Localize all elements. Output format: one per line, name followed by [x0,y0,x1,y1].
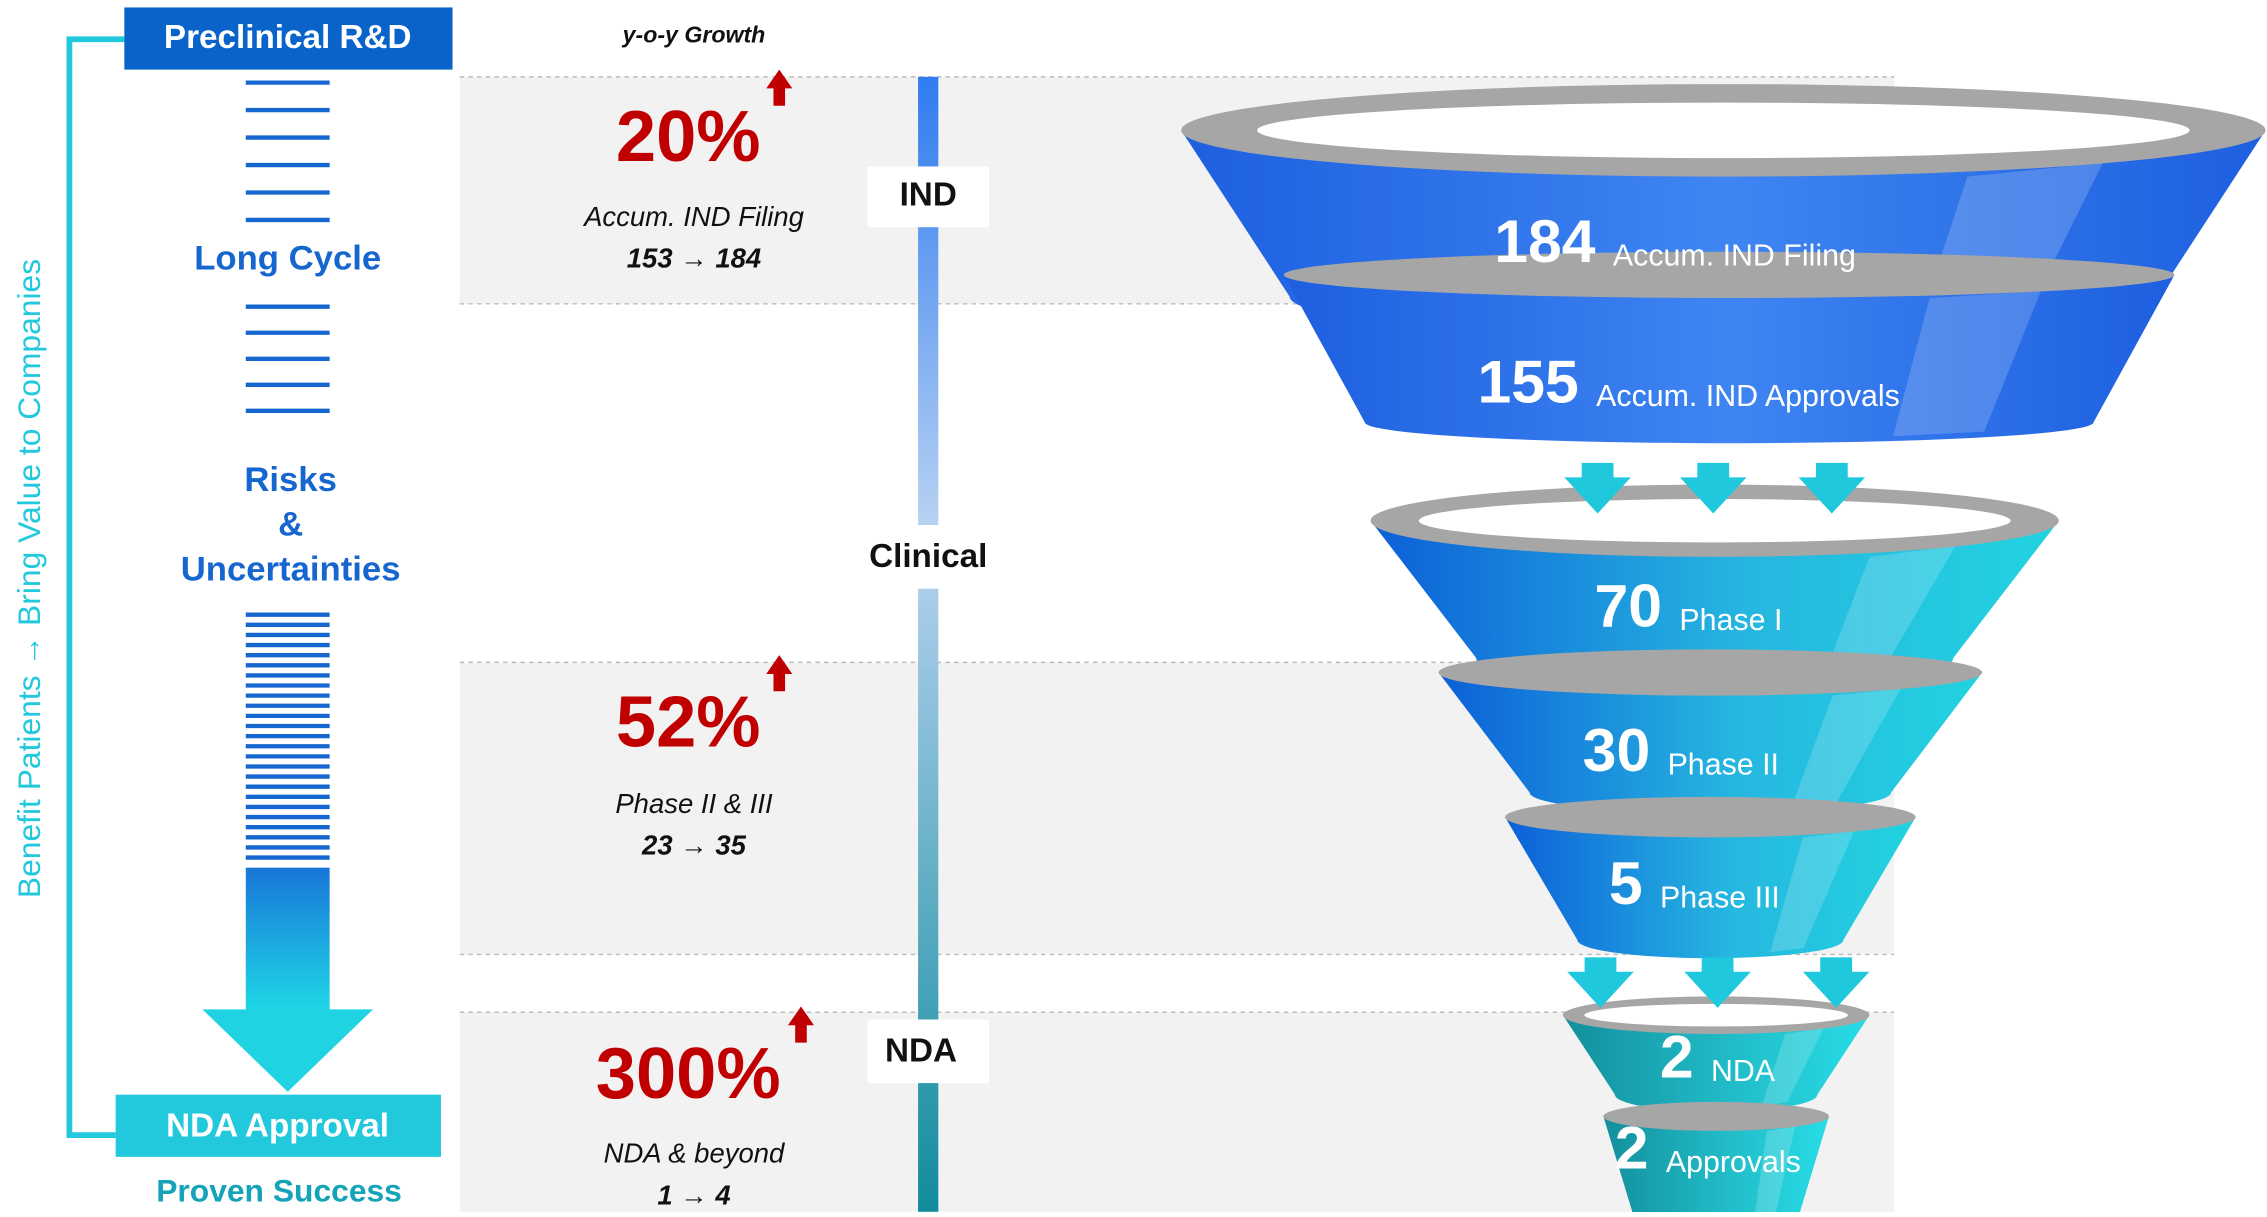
funnel-tier [1370,520,2059,691]
funnel-value: 155 [1477,347,1578,415]
funnel-tier [1505,817,1916,959]
funnel-tier [1438,672,1983,814]
risks-text: Uncertainties [181,550,401,588]
risks-text: Risks [244,461,337,499]
funnel-label: NDA [1711,1055,1776,1088]
tier-highlight [1770,831,1855,953]
funnel-value: 2 [1660,1022,1694,1090]
growth-label: Accum. IND Filing [582,201,805,232]
growth-change: 1 → 4 [657,1180,730,1211]
up-arrow [787,1006,814,1043]
funnel [1181,84,2266,1217]
tier-highlight [1791,688,1901,807]
tier-rim [1438,649,1983,696]
bracket [66,36,125,1139]
funnel-label: Phase I [1679,604,1782,637]
bottom-label: NDA Approval [166,1108,389,1145]
funnel-label: Phase III [1660,882,1780,915]
tier-rim [1505,796,1916,838]
tier-opening [1584,1003,1848,1027]
funnel-value: 5 [1609,849,1643,917]
tier-rim [1603,1101,1829,1131]
growth-change: 153 → 184 [627,243,761,274]
stage-label: Clinical [869,538,987,575]
growth-label: NDA & beyond [604,1138,785,1169]
stage-label: NDA [885,1033,957,1070]
flow-arrow [1680,462,1747,514]
arrow-shaft [245,867,330,1013]
top-box [124,7,453,70]
flow-arrow [1802,957,1870,1008]
growth-change: 23 → 35 [641,830,747,861]
tier-opening [1418,499,2011,543]
growth-percent: 300% [596,1034,781,1114]
long-cycle: Long Cycle [194,240,381,278]
funnel-tier [1603,1116,1829,1217]
funnel-value: 30 [1583,716,1651,784]
growth-label: Phase II & III [615,788,773,819]
stage-bar [918,76,939,1212]
vertical-text: Benefit Patients → Bring Value to Compan… [11,259,47,898]
funnel-value: 70 [1595,571,1663,639]
risks-text: & [278,506,303,544]
growth-percent: 52% [616,683,761,763]
funnel-value: 2 [1615,1114,1649,1182]
funnel-label: Approvals [1666,1146,1801,1179]
flow-arrow [1798,462,1866,514]
tier-rim [1283,251,2175,299]
tier-highlight [1754,1126,1796,1217]
funnel-value: 184 [1494,207,1596,275]
growth-header: y-o-y Growth [622,21,766,47]
arrow-head [202,1009,374,1092]
funnel-label: Accum. IND Approvals [1596,380,1900,413]
top-label: Preclinical R&D [164,19,412,56]
funnel-label: Phase II [1668,748,1779,781]
funnel-label: Accum. IND Filing [1613,240,1856,273]
bottom-box [115,1094,441,1157]
funnel-tier [1283,274,2175,444]
stage-label: IND [900,177,957,214]
flow-arrow [1564,462,1631,514]
tier-highlight [1893,291,2041,437]
growth-percent: 20% [616,97,761,177]
stripes [245,80,330,860]
up-arrow [766,655,793,692]
flow-arrow [1684,957,1751,1008]
up-arrow [766,69,793,106]
funnel-tier [1562,1015,1870,1112]
tier-opening [1257,102,2190,159]
tier-highlight [1822,545,1956,680]
proven-success: Proven Success [156,1172,402,1208]
flow-arrow [1567,957,1634,1008]
tier-highlight [1761,1028,1824,1106]
